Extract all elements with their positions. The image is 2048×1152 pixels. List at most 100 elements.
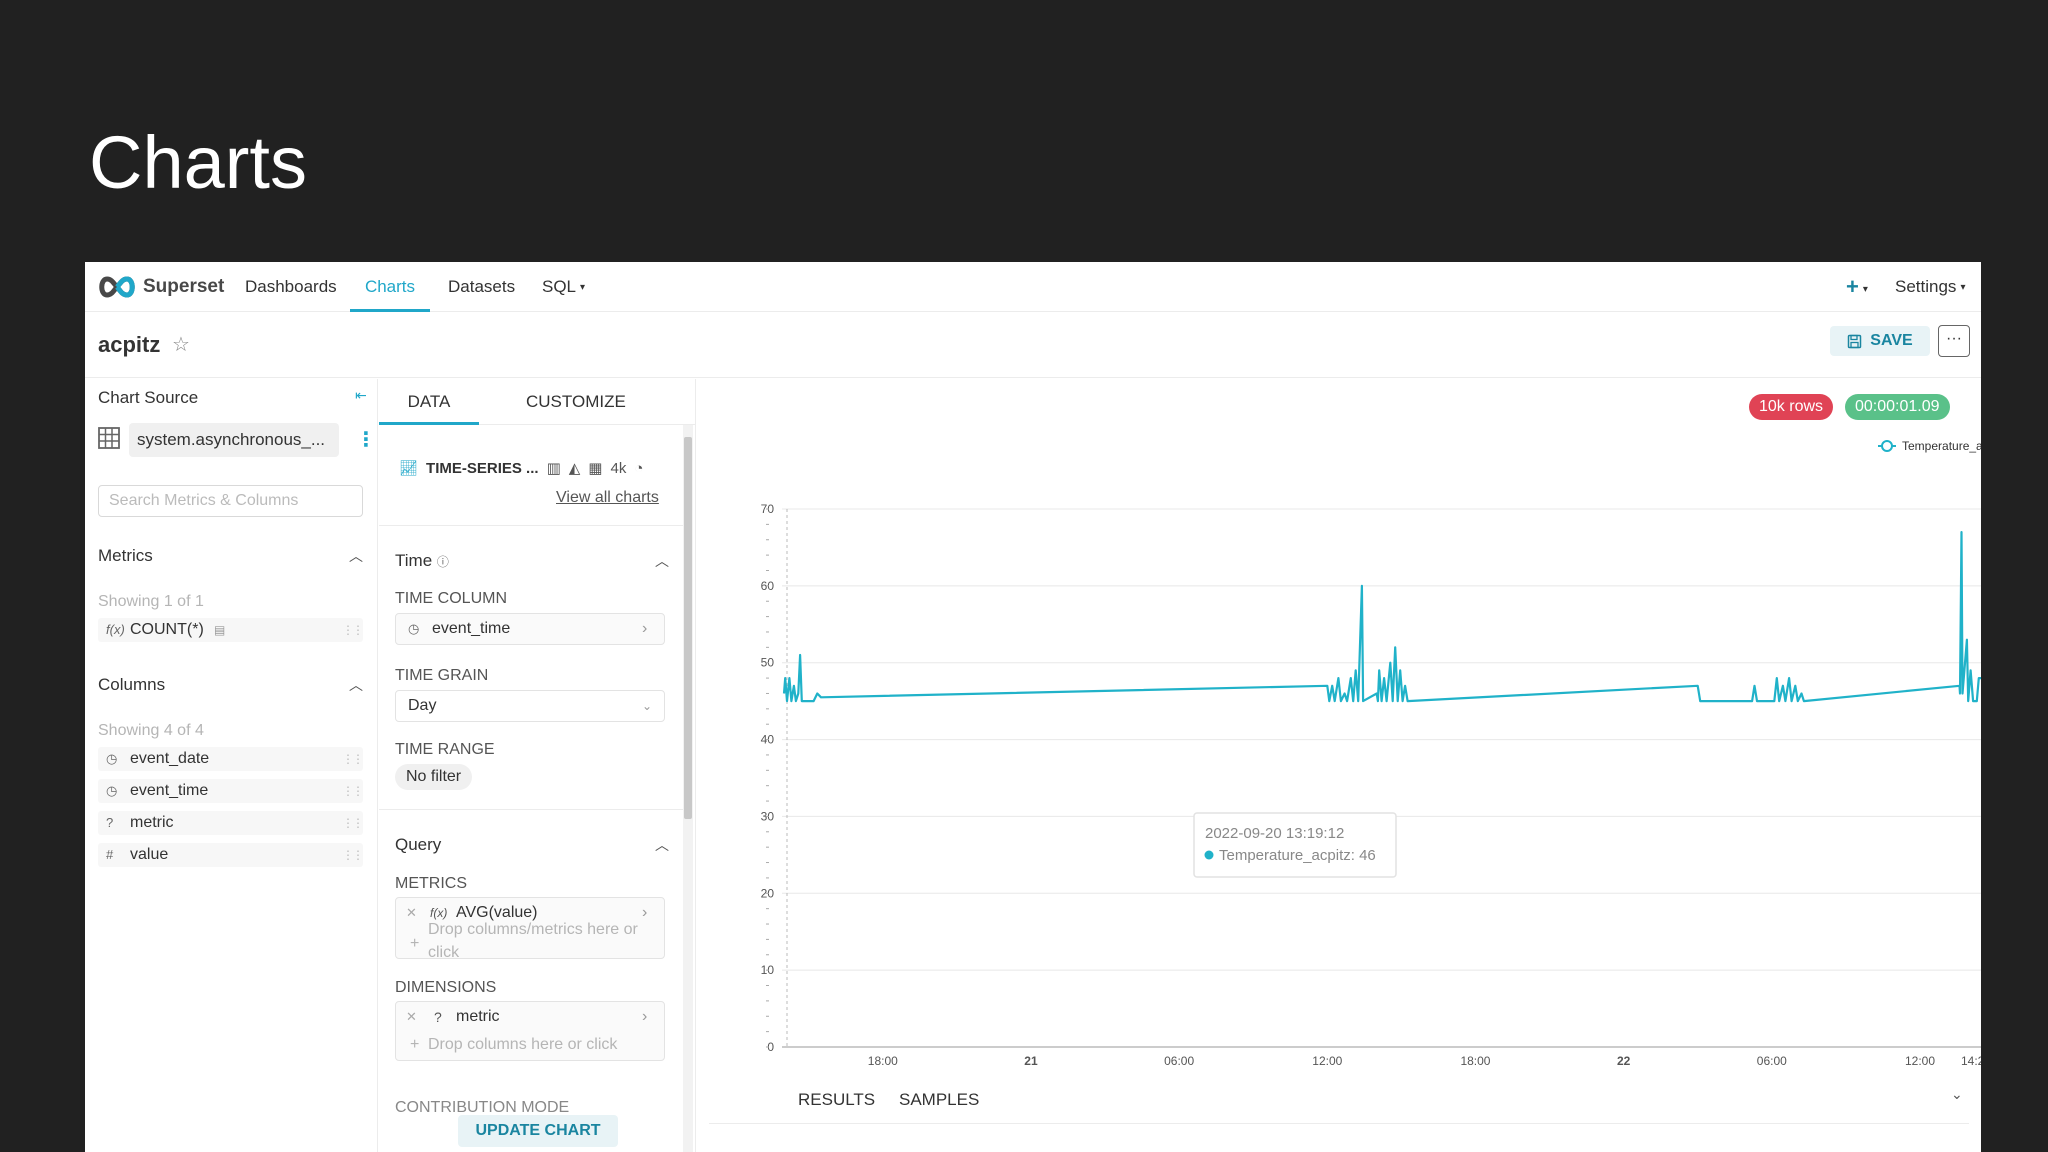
view-all-charts-link[interactable]: View all charts <box>556 489 659 506</box>
area-chart-icon[interactable]: ◭ <box>568 460 581 477</box>
clock-icon: ◷ <box>408 621 420 636</box>
big-number-label[interactable]: 4k <box>610 459 627 477</box>
tooltip-series-dot <box>1204 850 1214 860</box>
columns-section-header[interactable]: Columns <box>98 675 166 694</box>
tab-customize[interactable]: CUSTOMIZE <box>526 392 626 411</box>
x-tick-label: 12:00 <box>1905 1054 1935 1068</box>
function-icon: f(x) <box>106 622 125 637</box>
brand-logo[interactable]: Superset <box>97 272 224 302</box>
chart-title[interactable]: acpitz <box>98 332 161 357</box>
superset-app: Superset Dashboards Charts Datasets SQL ▾… <box>85 262 1981 1152</box>
scrollbar[interactable] <box>683 425 693 1152</box>
column-item[interactable]: ◷ event_time ⋮⋮ <box>98 779 364 803</box>
columns-showing-count: Showing 4 of 4 <box>98 722 204 739</box>
dimension-value[interactable]: metric <box>456 1008 500 1025</box>
update-chart-button[interactable]: UPDATE CHART <box>458 1115 618 1147</box>
column-item[interactable]: ? metric ⋮⋮ <box>98 811 364 835</box>
numeric-type-icon: # <box>106 847 114 862</box>
x-tick-label: 14:28:0 <box>1961 1054 1981 1068</box>
metric-value[interactable]: AVG(value) <box>456 904 538 921</box>
nav-datasets[interactable]: Datasets <box>448 277 516 296</box>
tab-samples[interactable]: SAMPLES <box>899 1090 980 1109</box>
chevron-up-icon[interactable]: ︿ <box>349 677 363 693</box>
metrics-dropzone[interactable]: ✕ f(x) AVG(value) › + Drop columns/metri… <box>395 897 665 961</box>
time-column-select[interactable]: ◷ event_time › <box>395 613 665 645</box>
column-item[interactable]: ◷ event_date ⋮⋮ <box>98 747 364 771</box>
metric-item[interactable]: f(x) COUNT(*) ▤ ⋮⋮ <box>98 618 364 642</box>
chevron-up-icon[interactable]: ︿ <box>655 553 669 569</box>
chevron-up-icon[interactable]: ︿ <box>349 548 363 564</box>
viz-type-label[interactable]: TIME-SERIES ... <box>426 459 539 477</box>
drag-handle-icon[interactable]: ⋮⋮ <box>342 848 364 862</box>
dimensions-drop-hint: Drop columns here or click <box>428 1036 618 1053</box>
remove-icon[interactable]: ✕ <box>406 905 417 920</box>
slide-title: Charts <box>89 121 307 204</box>
plus-icon: + <box>410 1036 420 1053</box>
time-grain-select[interactable]: Day ⌄ <box>395 690 665 722</box>
brand-name: Superset <box>143 276 225 297</box>
scrollbar-thumb[interactable] <box>684 437 692 819</box>
chevron-right-icon: › <box>642 1008 648 1025</box>
drag-handle-icon[interactable]: ⋮⋮ <box>342 752 364 766</box>
chevron-right-icon: › <box>642 904 648 921</box>
nav-charts[interactable]: Charts <box>350 262 430 312</box>
navbar: Superset Dashboards Charts Datasets SQL ▾… <box>85 262 1981 312</box>
tab-results[interactable]: RESULTS <box>798 1090 876 1109</box>
caret-down-icon: ▾ <box>1960 281 1966 293</box>
chevron-down-icon[interactable]: ⌄ <box>1951 1086 1963 1102</box>
clock-icon: ◷ <box>106 751 118 766</box>
caret-down-icon: ▾ <box>580 281 586 293</box>
time-section-header[interactable]: Time ⓘ <box>395 551 449 571</box>
nav-sql[interactable]: SQL ▾ <box>542 262 585 312</box>
metric-name: COUNT(*) <box>130 621 204 638</box>
save-label: SAVE <box>1870 332 1913 349</box>
more-actions-button[interactable]: ··· <box>1938 325 1970 357</box>
legend-marker <box>1881 440 1893 452</box>
metrics-section-header[interactable]: Metrics <box>98 546 153 565</box>
function-icon: f(x) <box>430 906 448 920</box>
settings-label: Settings <box>1895 277 1957 296</box>
save-icon <box>1848 334 1862 348</box>
dimensions-label: DIMENSIONS <box>395 979 497 996</box>
table-icon[interactable]: ▦ <box>588 460 603 477</box>
time-range-label: TIME RANGE <box>395 741 495 758</box>
search-metrics-input[interactable] <box>98 485 363 517</box>
save-button[interactable]: SAVE <box>1830 326 1930 356</box>
favorite-star-icon[interactable]: ☆ <box>172 334 190 356</box>
time-header-label: Time <box>395 551 433 570</box>
remove-icon[interactable]: ✕ <box>406 1009 417 1024</box>
pie-chart-icon[interactable]: ◔ <box>634 459 644 477</box>
superset-logo-icon <box>99 276 135 298</box>
time-range-pill[interactable]: No filter <box>395 764 473 790</box>
nav-dashboards[interactable]: Dashboards <box>245 277 337 296</box>
query-section-header[interactable]: Query <box>395 835 442 854</box>
viz-type-row: 📈︎ TIME-SERIES ... ▥ ◭ ▦ 4k ◔ <box>399 457 643 479</box>
line-chart-icon: 📈︎ <box>399 460 419 477</box>
settings-menu[interactable]: Settings ▾ <box>1895 262 1965 312</box>
column-name: event_time <box>130 782 209 799</box>
chevron-right-icon: › <box>642 620 648 637</box>
caret-down-icon: ▾ <box>1862 283 1868 295</box>
dataset-name[interactable]: system.asynchronous_... <box>129 423 339 457</box>
time-grain-label: TIME GRAIN <box>395 667 489 684</box>
column-item[interactable]: # value ⋮⋮ <box>98 843 364 867</box>
tooltip-value: Temperature_acpitz: 46 <box>1219 847 1376 864</box>
tooltip-title: 2022-09-20 13:19:12 <box>1205 825 1344 842</box>
new-item-menu[interactable]: + ▾ <box>1846 262 1868 312</box>
drag-handle-icon[interactable]: ⋮⋮ <box>342 816 364 830</box>
tooltip-box <box>1193 812 1397 878</box>
tab-data[interactable]: DATA <box>379 379 479 425</box>
dataset-menu-icon[interactable]: ⋮ <box>356 429 376 451</box>
drag-handle-icon[interactable]: ⋮⋮ <box>342 784 364 798</box>
chevron-up-icon[interactable]: ︿ <box>655 837 669 853</box>
x-tick-label: 18:00 <box>868 1054 898 1068</box>
drag-handle-icon[interactable]: ⋮⋮ <box>342 623 364 637</box>
dimensions-dropzone[interactable]: ✕ ? metric › + Drop columns here or clic… <box>395 1001 665 1061</box>
datasource-panel: Chart Source ⇤ system.asynchronous_... ⋮… <box>85 379 378 1152</box>
y-tick-label: 0 <box>767 1040 774 1054</box>
collapse-panel-icon[interactable]: ⇤ <box>355 387 367 403</box>
bar-chart-icon[interactable]: ▥ <box>546 460 561 477</box>
plus-icon: + <box>1846 274 1859 299</box>
info-icon: ▤ <box>214 623 226 637</box>
